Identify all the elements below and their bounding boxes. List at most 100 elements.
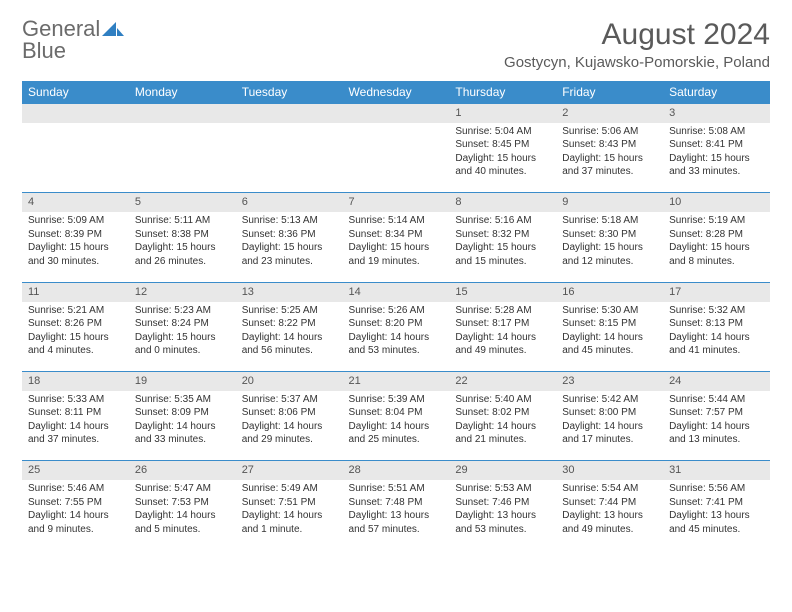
day-number-cell: 14 xyxy=(343,282,450,301)
day-number-cell: 29 xyxy=(449,461,556,480)
day-number-cell: 16 xyxy=(556,282,663,301)
sunset-text: Sunset: 7:44 PM xyxy=(562,496,657,510)
day-number-cell: 5 xyxy=(129,193,236,212)
daylight-text: Daylight: 14 hours and 25 minutes. xyxy=(349,420,444,447)
sunrise-text: Sunrise: 5:42 AM xyxy=(562,393,657,407)
weekday-header: Friday xyxy=(556,81,663,104)
sunset-text: Sunset: 8:32 PM xyxy=(455,228,550,242)
day-content-cell: Sunrise: 5:08 AMSunset: 8:41 PMDaylight:… xyxy=(663,123,770,193)
daylight-text: Daylight: 14 hours and 45 minutes. xyxy=(562,331,657,358)
sunrise-text: Sunrise: 5:21 AM xyxy=(28,304,123,318)
day-content-cell: Sunrise: 5:06 AMSunset: 8:43 PMDaylight:… xyxy=(556,123,663,193)
sunset-text: Sunset: 8:38 PM xyxy=(135,228,230,242)
day-content-cell: Sunrise: 5:49 AMSunset: 7:51 PMDaylight:… xyxy=(236,480,343,550)
sunrise-text: Sunrise: 5:46 AM xyxy=(28,482,123,496)
day-content-cell: Sunrise: 5:47 AMSunset: 7:53 PMDaylight:… xyxy=(129,480,236,550)
day-number-cell xyxy=(22,104,129,123)
day-content-cell: Sunrise: 5:14 AMSunset: 8:34 PMDaylight:… xyxy=(343,212,450,282)
day-number-cell: 26 xyxy=(129,461,236,480)
day-number-cell: 8 xyxy=(449,193,556,212)
day-number-cell: 25 xyxy=(22,461,129,480)
day-content-cell: Sunrise: 5:13 AMSunset: 8:36 PMDaylight:… xyxy=(236,212,343,282)
sunset-text: Sunset: 7:57 PM xyxy=(669,406,764,420)
day-content-cell: Sunrise: 5:18 AMSunset: 8:30 PMDaylight:… xyxy=(556,212,663,282)
location-subtitle: Gostycyn, Kujawsko-Pomorskie, Poland xyxy=(504,54,770,71)
sunrise-text: Sunrise: 5:06 AM xyxy=(562,125,657,139)
daylight-text: Daylight: 15 hours and 37 minutes. xyxy=(562,152,657,179)
day-content-row: Sunrise: 5:46 AMSunset: 7:55 PM Daylight:… xyxy=(22,480,770,550)
day-number-cell: 11 xyxy=(22,282,129,301)
day-number-cell: 27 xyxy=(236,461,343,480)
daylight-text: Daylight: 14 hours and 21 minutes. xyxy=(455,420,550,447)
sunrise-text: Sunrise: 5:51 AM xyxy=(349,482,444,496)
day-content-cell: Sunrise: 5:28 AMSunset: 8:17 PMDaylight:… xyxy=(449,302,556,372)
sunrise-text: Sunrise: 5:23 AM xyxy=(135,304,230,318)
weekday-header: Monday xyxy=(129,81,236,104)
daylight-text: Daylight: 14 hours and 33 minutes. xyxy=(135,420,230,447)
calendar-table: Sunday Monday Tuesday Wednesday Thursday… xyxy=(22,81,770,550)
day-number-cell: 20 xyxy=(236,372,343,391)
daylight-text: Daylight: 15 hours and 26 minutes. xyxy=(135,241,230,268)
sunset-text: Sunset: 8:24 PM xyxy=(135,317,230,331)
daylight-text: Daylight: 15 hours and 8 minutes. xyxy=(669,241,764,268)
day-content-cell: Sunrise: 5:30 AMSunset: 8:15 PMDaylight:… xyxy=(556,302,663,372)
day-content-cell xyxy=(343,123,450,193)
day-content-cell: Sunrise: 5:04 AMSunset: 8:45 PMDaylight:… xyxy=(449,123,556,193)
day-number-cell: 24 xyxy=(663,372,770,391)
day-content-cell: Sunrise: 5:39 AMSunset: 8:04 PMDaylight:… xyxy=(343,391,450,461)
sunset-text: Sunset: 8:06 PM xyxy=(242,406,337,420)
sunrise-text: Sunrise: 5:26 AM xyxy=(349,304,444,318)
day-number-cell xyxy=(343,104,450,123)
daylight-text: Daylight: 15 hours and 40 minutes. xyxy=(455,152,550,179)
sunrise-text: Sunrise: 5:54 AM xyxy=(562,482,657,496)
day-number-row: 45678910 xyxy=(22,193,770,212)
daylight-text: Daylight: 15 hours and 4 minutes. xyxy=(28,331,123,358)
sunset-text: Sunset: 7:55 PM xyxy=(28,496,123,510)
logo: General Blue xyxy=(22,18,124,62)
day-content-row: Sunrise: 5:04 AMSunset: 8:45 PMDaylight:… xyxy=(22,123,770,193)
sunrise-text: Sunrise: 5:53 AM xyxy=(455,482,550,496)
day-content-cell: Sunrise: 5:42 AMSunset: 8:00 PMDaylight:… xyxy=(556,391,663,461)
day-number-cell: 21 xyxy=(343,372,450,391)
sunset-text: Sunset: 8:00 PM xyxy=(562,406,657,420)
day-content-cell: Sunrise: 5:56 AMSunset: 7:41 PMDaylight:… xyxy=(663,480,770,550)
sunrise-text: Sunrise: 5:30 AM xyxy=(562,304,657,318)
day-number-cell: 28 xyxy=(343,461,450,480)
day-number-cell: 15 xyxy=(449,282,556,301)
day-content-cell: Sunrise: 5:16 AMSunset: 8:32 PMDaylight:… xyxy=(449,212,556,282)
logo-line2: Blue xyxy=(22,40,124,62)
daylight-text: Daylight: 13 hours and 45 minutes. xyxy=(669,509,764,536)
daylight-text: Daylight: 14 hours and 1 minute. xyxy=(242,509,337,536)
sunset-text: Sunset: 8:11 PM xyxy=(28,406,123,420)
day-number-cell: 19 xyxy=(129,372,236,391)
sunrise-text: Sunrise: 5:08 AM xyxy=(669,125,764,139)
sunset-text: Sunset: 8:02 PM xyxy=(455,406,550,420)
day-number-row: 123 xyxy=(22,104,770,123)
day-number-cell: 6 xyxy=(236,193,343,212)
daylight-text: Daylight: 14 hours and 41 minutes. xyxy=(669,331,764,358)
daylight-text: Daylight: 14 hours and 56 minutes. xyxy=(242,331,337,358)
title-block: August 2024 Gostycyn, Kujawsko-Pomorskie… xyxy=(504,18,770,71)
weekday-header: Wednesday xyxy=(343,81,450,104)
sunrise-text: Sunrise: 5:49 AM xyxy=(242,482,337,496)
sunset-text: Sunset: 8:28 PM xyxy=(669,228,764,242)
day-number-cell xyxy=(236,104,343,123)
day-number-cell: 9 xyxy=(556,193,663,212)
sunrise-text: Sunrise: 5:47 AM xyxy=(135,482,230,496)
day-content-cell: Sunrise: 5:37 AMSunset: 8:06 PMDaylight:… xyxy=(236,391,343,461)
day-content-cell: Sunrise: 5:51 AMSunset: 7:48 PMDaylight:… xyxy=(343,480,450,550)
sunset-text: Sunset: 8:34 PM xyxy=(349,228,444,242)
sunrise-text: Sunrise: 5:28 AM xyxy=(455,304,550,318)
sunset-text: Sunset: 8:13 PM xyxy=(669,317,764,331)
weekday-header-row: Sunday Monday Tuesday Wednesday Thursday… xyxy=(22,81,770,104)
sunset-text: Sunset: 8:30 PM xyxy=(562,228,657,242)
sunrise-text: Sunrise: 5:40 AM xyxy=(455,393,550,407)
daylight-text: Daylight: 14 hours and 17 minutes. xyxy=(562,420,657,447)
sunrise-text: Sunrise: 5:33 AM xyxy=(28,393,123,407)
weekday-header: Saturday xyxy=(663,81,770,104)
daylight-text: Daylight: 14 hours and 49 minutes. xyxy=(455,331,550,358)
daylight-text: Daylight: 15 hours and 23 minutes. xyxy=(242,241,337,268)
sunset-text: Sunset: 8:22 PM xyxy=(242,317,337,331)
sunset-text: Sunset: 8:39 PM xyxy=(28,228,123,242)
day-number-row: 11121314151617 xyxy=(22,282,770,301)
